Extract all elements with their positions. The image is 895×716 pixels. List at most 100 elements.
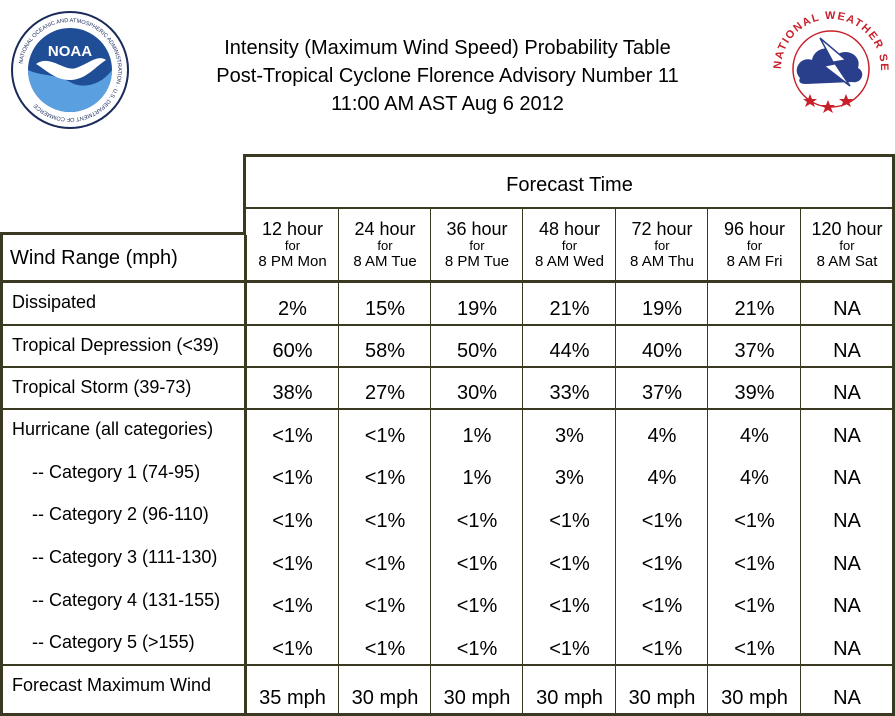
column-time: 8 PM Tue xyxy=(444,253,510,270)
table-cell: 4% xyxy=(616,409,708,452)
table-cell: <1% xyxy=(339,580,431,622)
table-cell: 30 mph xyxy=(431,665,523,714)
table-border xyxy=(522,207,523,716)
table-border xyxy=(246,207,893,209)
column-time: 8 AM Wed xyxy=(535,253,604,270)
table-cell: 15% xyxy=(339,282,431,325)
table-cell: <1% xyxy=(246,452,339,494)
table-cell: <1% xyxy=(339,622,431,665)
table-cell: 39% xyxy=(708,367,801,409)
table-cell: <1% xyxy=(523,494,616,537)
column-for: for xyxy=(469,238,485,253)
column-hours: 96 hour xyxy=(723,219,786,239)
row-label: -- Category 2 (96-110) xyxy=(0,494,246,537)
table-cell: <1% xyxy=(339,409,431,452)
table-cell: NA xyxy=(801,580,893,622)
table-cell: 33% xyxy=(523,367,616,409)
table-cell: NA xyxy=(801,537,893,580)
table-border xyxy=(615,207,616,716)
table-cell: <1% xyxy=(616,622,708,665)
table-cell: <1% xyxy=(523,537,616,580)
table-cell: <1% xyxy=(339,537,431,580)
table-cell: <1% xyxy=(708,537,801,580)
table-cell: <1% xyxy=(708,580,801,622)
table-cell: 30 mph xyxy=(708,665,801,714)
table-cell: <1% xyxy=(616,494,708,537)
table-cell: 4% xyxy=(708,409,801,452)
row-label: Hurricane (all categories) xyxy=(0,409,246,452)
table-cell: NA xyxy=(801,665,893,714)
table-border xyxy=(0,713,893,716)
table-cell: 1% xyxy=(431,452,523,494)
row-label: -- Category 4 (131-155) xyxy=(0,580,246,622)
table-cell: 38% xyxy=(246,367,339,409)
table-cell: <1% xyxy=(431,537,523,580)
title-line-1: Intensity (Maximum Wind Speed) Probabili… xyxy=(224,37,671,59)
table-cell: 37% xyxy=(616,367,708,409)
table-cell: <1% xyxy=(616,580,708,622)
column-for: for xyxy=(561,238,578,253)
table-border xyxy=(0,408,893,410)
column-hours: 24 hour xyxy=(354,219,416,239)
column-time: 8 AM Tue xyxy=(353,253,417,270)
table-border xyxy=(892,154,895,716)
row-label: -- Category 3 (111-130) xyxy=(0,537,246,580)
table-cell: <1% xyxy=(431,622,523,665)
table-cell: <1% xyxy=(431,580,523,622)
table-cell: 4% xyxy=(708,452,801,494)
column-header: 24 hour for 8 AM Tue xyxy=(339,207,431,282)
table-cell: NA xyxy=(801,325,893,367)
table-cell: <1% xyxy=(708,622,801,665)
column-hours: 48 hour xyxy=(538,219,601,239)
table-cell: <1% xyxy=(246,409,339,452)
table-cell: <1% xyxy=(616,537,708,580)
table-cell: <1% xyxy=(246,494,339,537)
table-cell: 19% xyxy=(431,282,523,325)
table-cell: 21% xyxy=(708,282,801,325)
column-for: for xyxy=(284,238,301,253)
table-cell: <1% xyxy=(246,537,339,580)
row-label: -- Category 1 (74-95) xyxy=(0,452,246,494)
table-cell: 21% xyxy=(523,282,616,325)
row-label: Dissipated xyxy=(0,282,246,325)
page-title: Intensity (Maximum Wind Speed) Probabili… xyxy=(140,34,755,118)
table-cell: <1% xyxy=(523,622,616,665)
table-border xyxy=(430,207,431,716)
table-border xyxy=(244,235,247,716)
table-cell: NA xyxy=(801,282,893,325)
column-for: for xyxy=(654,238,670,253)
table-border xyxy=(0,232,246,235)
column-header: 12 hour for 8 PM Mon xyxy=(246,207,339,282)
table-cell: 30 mph xyxy=(523,665,616,714)
table-cell: <1% xyxy=(708,494,801,537)
table-cell: NA xyxy=(801,494,893,537)
table-cell: 3% xyxy=(523,409,616,452)
table-cell: <1% xyxy=(246,622,339,665)
table-cell: 30% xyxy=(431,367,523,409)
row-label: Tropical Depression (<39) xyxy=(0,325,246,367)
column-time: 8 PM Mon xyxy=(258,253,327,270)
table-border xyxy=(246,154,895,157)
column-for: for xyxy=(746,238,763,253)
row-label: Forecast Maximum Wind xyxy=(0,665,246,714)
table-cell: 30 mph xyxy=(339,665,431,714)
column-hours: 12 hour xyxy=(261,219,324,239)
table-cell: 2% xyxy=(246,282,339,325)
table-cell: 37% xyxy=(708,325,801,367)
table-cell: 3% xyxy=(523,452,616,494)
column-hours: 120 hour xyxy=(811,219,883,239)
table-cell: <1% xyxy=(431,494,523,537)
table-cell: <1% xyxy=(339,494,431,537)
forecast-time-header: Forecast Time xyxy=(246,157,893,207)
table-cell: 40% xyxy=(616,325,708,367)
column-header: 48 hour for 8 AM Wed xyxy=(523,207,616,282)
column-hours: 72 hour xyxy=(631,219,693,239)
table-cell: 1% xyxy=(431,409,523,452)
table-border xyxy=(243,154,246,235)
column-header: 72 hour for 8 AM Thu xyxy=(616,207,708,282)
table-border xyxy=(707,207,708,716)
column-time: 8 AM Fri xyxy=(726,253,783,270)
title-line-2: Post-Tropical Cyclone Florence Advisory … xyxy=(216,65,679,87)
wind-range-header: Wind Range (mph) xyxy=(0,235,246,282)
